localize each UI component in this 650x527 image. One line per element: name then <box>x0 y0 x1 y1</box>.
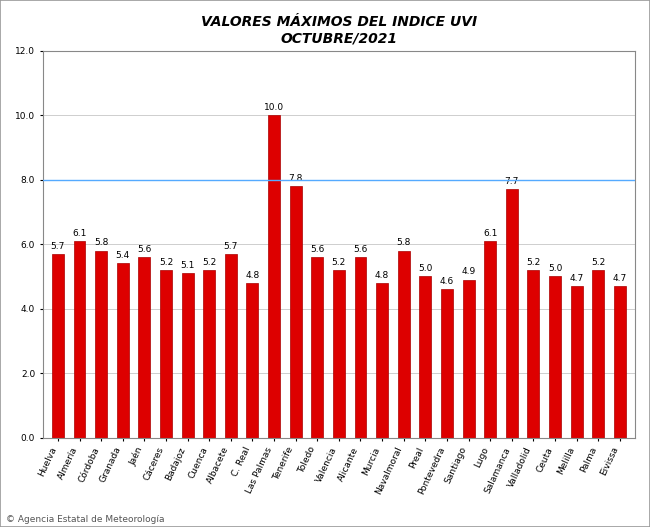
Bar <box>549 276 561 438</box>
Text: 5.4: 5.4 <box>116 251 130 260</box>
Text: 5.1: 5.1 <box>181 261 195 270</box>
Text: © Agencia Estatal de Meteorología: © Agencia Estatal de Meteorología <box>6 515 165 524</box>
Text: 5.2: 5.2 <box>202 258 216 267</box>
Text: 5.0: 5.0 <box>418 264 432 273</box>
Bar <box>268 115 280 438</box>
Bar <box>290 186 302 438</box>
Bar <box>354 257 367 438</box>
Text: 6.1: 6.1 <box>72 229 86 238</box>
Bar <box>463 280 474 438</box>
Bar <box>527 270 540 438</box>
Bar <box>571 286 582 438</box>
Bar <box>225 254 237 438</box>
Text: 6.1: 6.1 <box>483 229 497 238</box>
Title: VALORES MÁXIMOS DEL INDICE UVI
OCTUBRE/2021: VALORES MÁXIMOS DEL INDICE UVI OCTUBRE/2… <box>201 15 477 45</box>
Text: 5.2: 5.2 <box>526 258 541 267</box>
Text: 5.2: 5.2 <box>332 258 346 267</box>
Text: 5.2: 5.2 <box>591 258 605 267</box>
Text: 5.8: 5.8 <box>396 238 411 247</box>
Text: 4.8: 4.8 <box>245 271 259 280</box>
Text: 5.0: 5.0 <box>548 264 562 273</box>
Text: 4.7: 4.7 <box>613 274 627 283</box>
Text: 5.7: 5.7 <box>51 241 65 250</box>
Bar <box>117 264 129 438</box>
Bar <box>246 283 258 438</box>
Text: 4.6: 4.6 <box>440 277 454 286</box>
Bar <box>138 257 150 438</box>
Text: 5.6: 5.6 <box>137 245 151 254</box>
Bar <box>592 270 604 438</box>
Text: 10.0: 10.0 <box>264 103 284 112</box>
Bar <box>73 241 85 438</box>
Bar <box>419 276 432 438</box>
Bar <box>333 270 345 438</box>
Bar <box>376 283 388 438</box>
Text: 5.8: 5.8 <box>94 238 109 247</box>
Bar <box>441 289 453 438</box>
Text: 5.7: 5.7 <box>224 241 238 250</box>
Text: 5.6: 5.6 <box>354 245 368 254</box>
Bar <box>203 270 215 438</box>
Text: 4.7: 4.7 <box>569 274 584 283</box>
Text: 4.8: 4.8 <box>375 271 389 280</box>
Text: 5.6: 5.6 <box>310 245 324 254</box>
Bar <box>484 241 496 438</box>
Text: 7.8: 7.8 <box>289 174 303 183</box>
Bar <box>160 270 172 438</box>
Text: 4.9: 4.9 <box>462 267 476 276</box>
Bar <box>52 254 64 438</box>
Bar <box>506 189 518 438</box>
Text: 5.2: 5.2 <box>159 258 173 267</box>
Bar <box>181 273 194 438</box>
Bar <box>398 250 410 438</box>
Text: 7.7: 7.7 <box>504 177 519 186</box>
Bar <box>95 250 107 438</box>
Bar <box>311 257 323 438</box>
Bar <box>614 286 626 438</box>
